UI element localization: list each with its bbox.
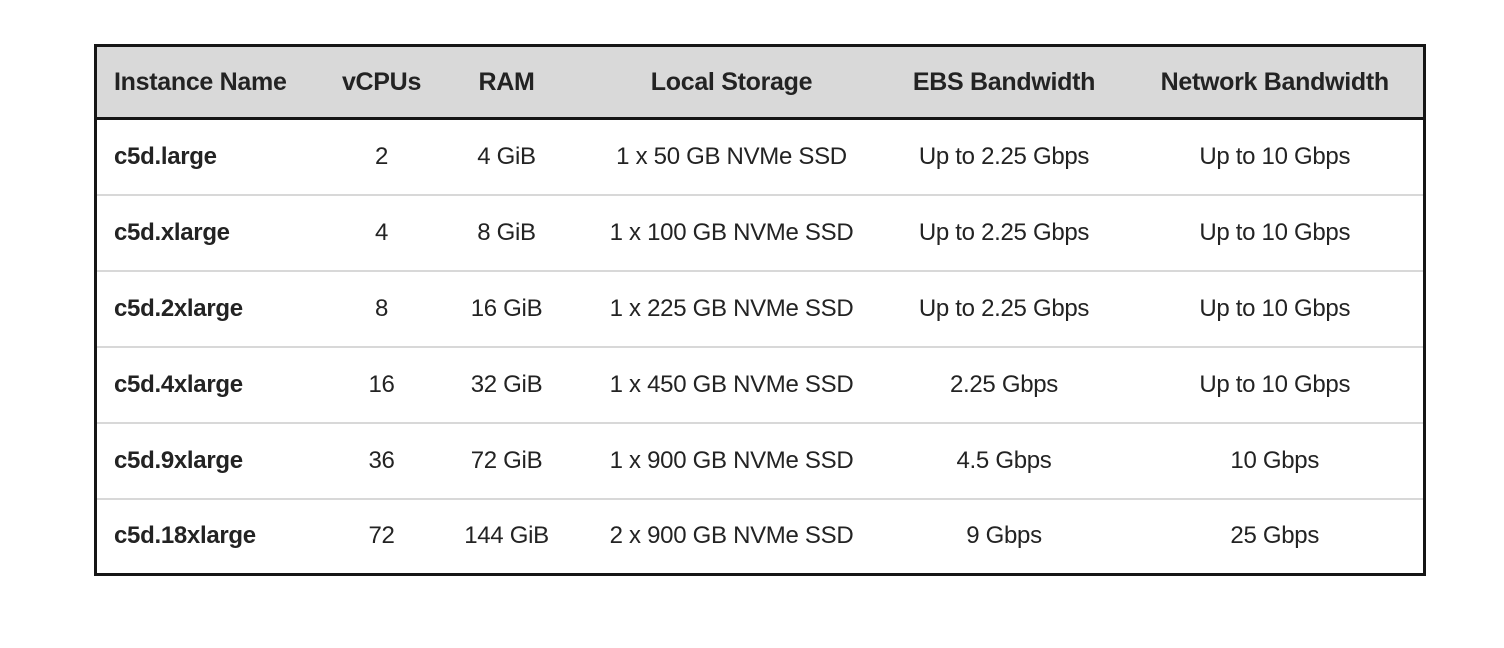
table-row: c5d.2xlarge 8 16 GiB 1 x 225 GB NVMe SSD Up … — [95, 269, 1425, 347]
cell-local-storage: 2 x 900 GB NVMe SSD — [581, 497, 882, 575]
cell-local-storage: 1 x 50 GB NVMe SSD — [581, 118, 882, 195]
table-body: c5d.large 2 4 GiB 1 x 50 GB NVMe SSD Up to 2… — [95, 118, 1425, 575]
cell-instance-name: c5d.4xlarge — [95, 345, 332, 423]
cell-local-storage: 1 x 100 GB NVMe SSD — [581, 193, 882, 271]
cell-instance-name: c5d.large — [95, 118, 332, 195]
table-row: c5d.18xlarge 72 144 GiB 2 x 900 GB NVMe SSD… — [95, 497, 1425, 575]
cell-vcpus: 4 — [331, 193, 432, 271]
instance-spec-table-container: Instance Name vCPUs RAM Local Storage EBS Ba… — [94, 44, 1426, 576]
cell-vcpus: 36 — [331, 421, 432, 499]
table-row: c5d.4xlarge 16 32 GiB 1 x 450 GB NVMe SSD 2.… — [95, 345, 1425, 423]
cell-network-bandwidth: Up to 10 Gbps — [1126, 269, 1425, 347]
cell-ram: 144 GiB — [431, 497, 582, 575]
column-header-ebs-bandwidth: EBS Bandwidth — [881, 45, 1127, 120]
cell-ram: 32 GiB — [431, 345, 582, 423]
cell-ebs-bandwidth: Up to 2.25 Gbps — [881, 118, 1127, 195]
cell-vcpus: 16 — [331, 345, 432, 423]
cell-vcpus: 72 — [331, 497, 432, 575]
table-row: c5d.xlarge 4 8 GiB 1 x 100 GB NVMe SSD Up to… — [95, 193, 1425, 271]
cell-network-bandwidth: 25 Gbps — [1126, 497, 1425, 575]
cell-network-bandwidth: Up to 10 Gbps — [1126, 345, 1425, 423]
column-header-local-storage: Local Storage — [581, 45, 882, 120]
cell-ram: 8 GiB — [431, 193, 582, 271]
cell-vcpus: 8 — [331, 269, 432, 347]
cell-ebs-bandwidth: Up to 2.25 Gbps — [881, 193, 1127, 271]
table-row: c5d.9xlarge 36 72 GiB 1 x 900 GB NVMe SSD 4.… — [95, 421, 1425, 499]
cell-local-storage: 1 x 225 GB NVMe SSD — [581, 269, 882, 347]
table-row: c5d.large 2 4 GiB 1 x 50 GB NVMe SSD Up to 2… — [95, 118, 1425, 195]
cell-ebs-bandwidth: Up to 2.25 Gbps — [881, 269, 1127, 347]
cell-vcpus: 2 — [331, 118, 432, 195]
column-header-network-bandwidth: Network Bandwidth — [1126, 45, 1425, 120]
instance-spec-table: Instance Name vCPUs RAM Local Storage EBS Ba… — [94, 44, 1426, 576]
cell-instance-name: c5d.18xlarge — [95, 497, 332, 575]
cell-ram: 4 GiB — [431, 118, 582, 195]
column-header-vcpus: vCPUs — [331, 45, 432, 120]
cell-ram: 16 GiB — [431, 269, 582, 347]
cell-local-storage: 1 x 900 GB NVMe SSD — [581, 421, 882, 499]
cell-instance-name: c5d.9xlarge — [95, 421, 332, 499]
table-header: Instance Name vCPUs RAM Local Storage EBS Ba… — [95, 45, 1425, 120]
header-row: Instance Name vCPUs RAM Local Storage EBS Ba… — [95, 45, 1425, 120]
cell-ebs-bandwidth: 2.25 Gbps — [881, 345, 1127, 423]
cell-local-storage: 1 x 450 GB NVMe SSD — [581, 345, 882, 423]
cell-network-bandwidth: Up to 10 Gbps — [1126, 118, 1425, 195]
cell-network-bandwidth: 10 Gbps — [1126, 421, 1425, 499]
cell-instance-name: c5d.2xlarge — [95, 269, 332, 347]
cell-ebs-bandwidth: 9 Gbps — [881, 497, 1127, 575]
column-header-ram: RAM — [431, 45, 582, 120]
cell-ram: 72 GiB — [431, 421, 582, 499]
cell-network-bandwidth: Up to 10 Gbps — [1126, 193, 1425, 271]
column-header-instance-name: Instance Name — [95, 45, 332, 120]
cell-instance-name: c5d.xlarge — [95, 193, 332, 271]
cell-ebs-bandwidth: 4.5 Gbps — [881, 421, 1127, 499]
